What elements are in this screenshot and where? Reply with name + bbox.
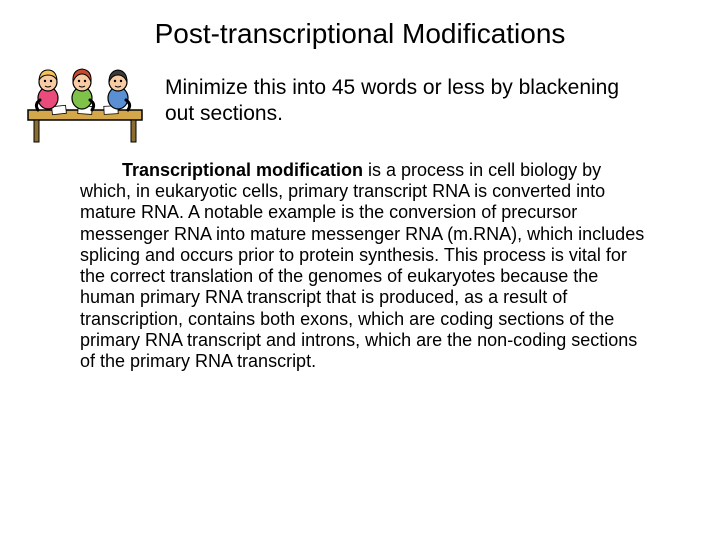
body-rest: is a process in cell biology by which, i…	[80, 160, 644, 371]
body-paragraph: Transcriptional modification is a proces…	[80, 160, 655, 372]
students-at-table-illustration	[20, 60, 150, 145]
body-lead-bold: Transcriptional modification	[122, 160, 363, 180]
page-title: Post-transcriptional Modifications	[0, 18, 720, 50]
instruction-text: Minimize this into 45 words or less by b…	[165, 75, 645, 128]
